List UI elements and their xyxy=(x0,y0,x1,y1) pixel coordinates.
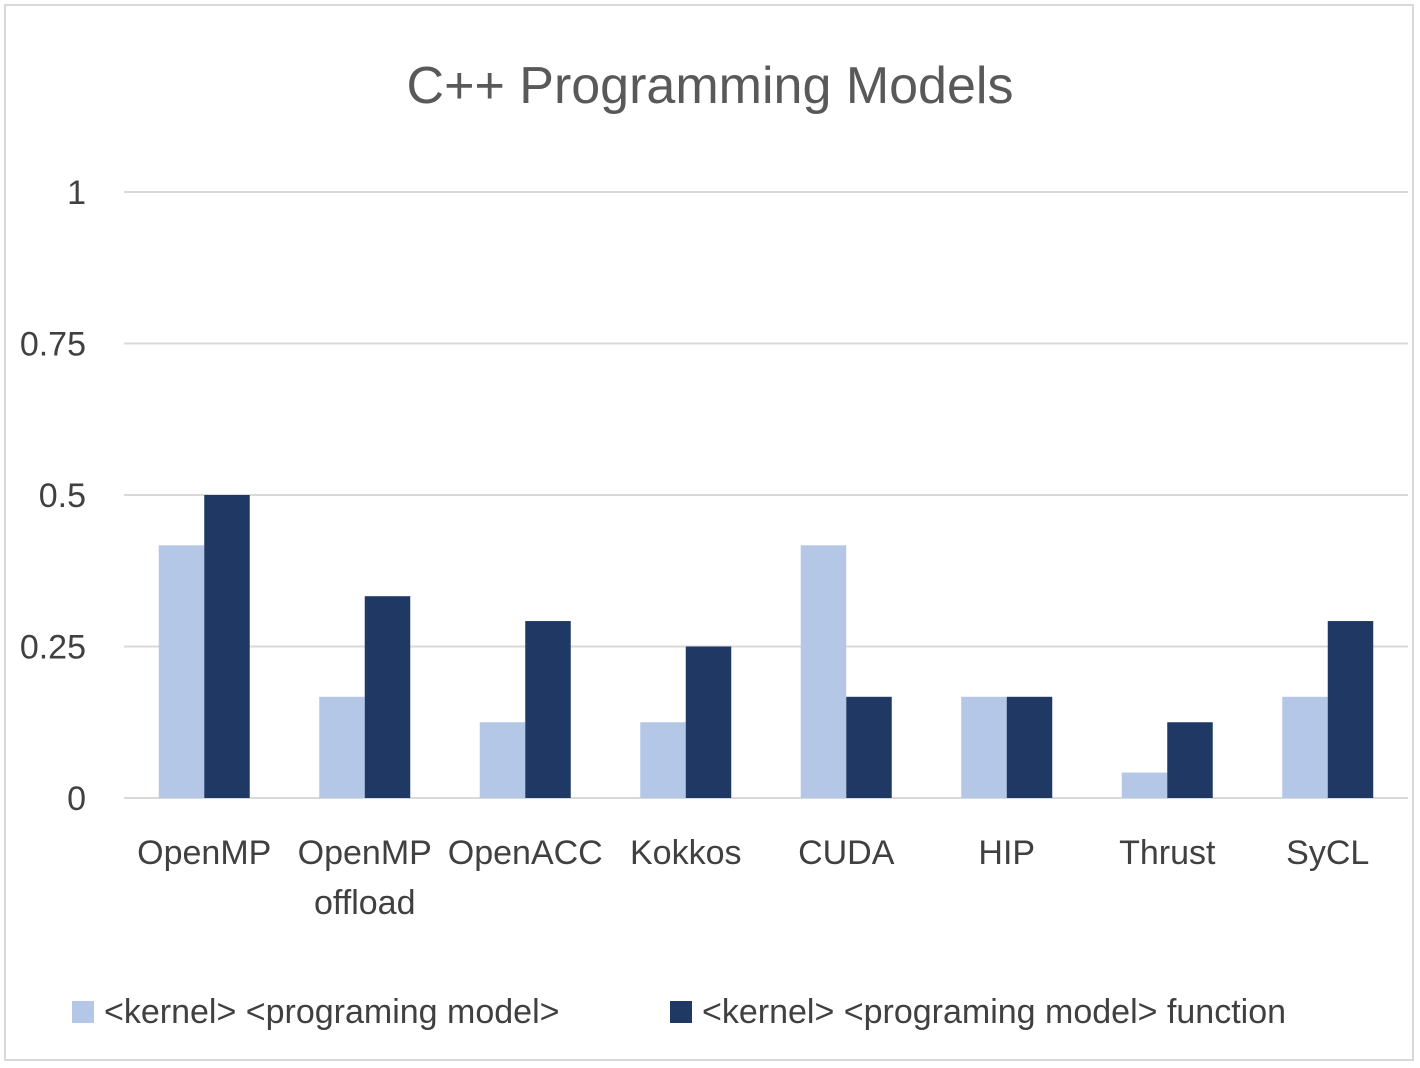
bar-1 xyxy=(640,722,686,798)
x-tick-label: HIP xyxy=(978,834,1035,872)
bar-2 xyxy=(846,696,892,798)
y-tick-label: 0.75 xyxy=(20,326,86,364)
bar-2 xyxy=(1327,621,1374,798)
bar-1 xyxy=(319,696,365,798)
y-axis-ticks: 0 0.25 0.5 0.75 1 xyxy=(20,174,86,818)
legend-swatch xyxy=(670,1001,692,1023)
bar-2 xyxy=(1006,696,1053,798)
x-tick-label: CUDA xyxy=(798,834,895,872)
gridlines xyxy=(124,191,1408,799)
bar-1 xyxy=(479,722,526,798)
bar-1 xyxy=(158,545,205,798)
legend-label: <kernel> <programing model> xyxy=(104,993,560,1031)
x-tick-label: OpenMP xyxy=(298,834,432,872)
y-tick-label: 1 xyxy=(67,174,86,212)
bar-1 xyxy=(1121,772,1168,798)
bar-2 xyxy=(1167,722,1213,798)
x-tick-label: OpenMP xyxy=(137,834,271,872)
bars xyxy=(158,495,1374,798)
chart-title: C++ Programming Models xyxy=(407,57,1014,115)
y-tick-label: 0.25 xyxy=(20,629,86,667)
legend: <kernel> <programing model> <kernel> <pro… xyxy=(72,993,1286,1031)
bar-1 xyxy=(800,545,847,798)
x-axis-ticks: OpenMP OpenMP offload OpenACC Kokkos CUDA HIP T… xyxy=(137,834,1369,922)
x-tick-label: Thrust xyxy=(1119,834,1216,872)
bar-2 xyxy=(364,596,411,798)
y-tick-label: 0 xyxy=(67,780,86,818)
bar-1 xyxy=(1282,696,1328,798)
chart-frame: C++ Programming Models 0 0.25 0.5 0.75 1 Ope… xyxy=(4,4,1414,1061)
bar-1 xyxy=(961,696,1007,798)
bar-2 xyxy=(685,646,732,798)
x-tick-label: SyCL xyxy=(1286,834,1369,872)
bar-2 xyxy=(204,495,250,798)
y-tick-label: 0.5 xyxy=(39,477,86,515)
x-tick-label: offload xyxy=(314,884,415,922)
bar-2 xyxy=(525,621,571,798)
legend-label: <kernel> <programing model> function xyxy=(702,993,1286,1031)
x-tick-label: Kokkos xyxy=(630,834,742,872)
x-tick-label: OpenACC xyxy=(448,834,603,872)
legend-swatch xyxy=(72,1001,94,1023)
bar-chart: C++ Programming Models 0 0.25 0.5 0.75 1 Ope… xyxy=(20,57,1408,1031)
